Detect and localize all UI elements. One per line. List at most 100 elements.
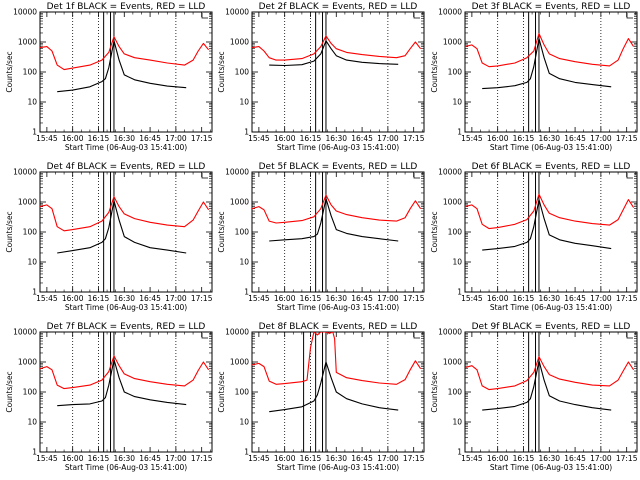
y-tick-label: 100 <box>23 228 38 237</box>
x-tick-label: 16:00 <box>62 454 84 463</box>
corner-mark <box>201 173 208 179</box>
x-tick-label: 16:00 <box>274 294 296 303</box>
panel-6: Det 6f BLACK = Events, RED = LLD 1 10 100 10… <box>430 162 638 312</box>
corner-mark <box>413 13 420 19</box>
x-tick-label: 15:45 <box>461 294 483 303</box>
panel-9: Det 9f BLACK = Events, RED = LLD 1 10 100 10… <box>430 322 638 472</box>
lld-series-line <box>252 194 422 224</box>
y-tick-label: 1 <box>457 128 462 137</box>
lld-series-line <box>40 36 210 71</box>
plot-frame <box>464 171 638 293</box>
y-axis-label: Counts/sec <box>430 371 439 412</box>
x-tick-label: 17:00 <box>590 134 612 143</box>
panel-title: Det 4f BLACK = Events, RED = LLD <box>47 162 206 172</box>
events-series-line <box>269 198 399 242</box>
y-tick-label: 1000 <box>230 38 249 47</box>
y-tick-label: 1 <box>32 288 37 297</box>
plot-frame <box>464 331 638 453</box>
y-tick-label: 10000 <box>13 328 37 337</box>
y-tick-label: 1 <box>244 288 249 297</box>
y-tick-label: 10 <box>27 258 37 267</box>
y-tick-label: 1000 <box>230 358 249 367</box>
panel-7: Det 7f BLACK = Events, RED = LLD 1 10 100 10… <box>5 322 213 472</box>
y-tick-label: 1 <box>32 448 37 457</box>
panel-2: Det 2f BLACK = Events, RED = LLD 1 10 100 10… <box>217 2 425 152</box>
y-tick-label: 1 <box>244 128 249 137</box>
x-tick-label: 17:00 <box>165 454 187 463</box>
events-series-line <box>482 199 612 251</box>
x-tick-label: 16:15 <box>513 454 535 463</box>
x-axis-label: Start Time (06-Aug-03 15:41:00) <box>277 143 399 152</box>
x-tick-label: 15:45 <box>248 294 270 303</box>
x-tick-label: 16:30 <box>325 454 347 463</box>
x-tick-label: 15:45 <box>248 134 270 143</box>
events-series-line <box>57 359 187 407</box>
y-tick-label: 100 <box>235 68 250 77</box>
x-axis-label: Start Time (06-Aug-03 15:41:00) <box>490 143 612 152</box>
y-tick-label: 1 <box>457 448 462 457</box>
y-tick-label: 100 <box>235 228 250 237</box>
lld-series-line <box>40 196 210 232</box>
panel-8: Det 8f BLACK = Events, RED = LLD 1 10 100 10… <box>217 322 425 472</box>
y-tick-label: 1 <box>244 448 249 457</box>
panel-title: Det 8f BLACK = Events, RED = LLD <box>259 322 418 332</box>
plot-data <box>252 12 422 132</box>
y-tick-label: 10 <box>452 418 462 427</box>
x-tick-label: 17:15 <box>191 134 213 143</box>
panel-1: Det 1f BLACK = Events, RED = LLD 1 10 100 10… <box>5 2 213 152</box>
y-tick-label: 1000 <box>443 198 462 207</box>
x-axis-label: Start Time (06-Aug-03 15:41:00) <box>65 303 187 312</box>
x-tick-label: 16:30 <box>538 294 560 303</box>
x-tick-label: 16:45 <box>139 134 161 143</box>
y-axis-label: Counts/sec <box>5 211 14 252</box>
x-tick-label: 15:45 <box>461 134 483 143</box>
lld-series-line <box>465 356 635 391</box>
x-tick-label: 17:00 <box>165 294 187 303</box>
y-tick-label: 10000 <box>438 328 462 337</box>
x-tick-label: 17:00 <box>590 454 612 463</box>
events-series-line <box>57 40 187 93</box>
y-tick-label: 10 <box>27 418 37 427</box>
x-tick-label: 17:00 <box>165 134 187 143</box>
x-tick-label: 16:45 <box>351 134 373 143</box>
x-tick-label: 17:00 <box>377 134 399 143</box>
panel-4: Det 4f BLACK = Events, RED = LLD 1 10 100 10… <box>5 162 213 312</box>
y-axis-label: Counts/sec <box>217 371 226 412</box>
x-tick-label: 15:45 <box>36 134 58 143</box>
panel-title: Det 5f BLACK = Events, RED = LLD <box>259 162 418 172</box>
x-tick-label: 16:00 <box>274 134 296 143</box>
x-tick-label: 16:15 <box>88 454 110 463</box>
x-tick-label: 17:00 <box>590 294 612 303</box>
events-series-line <box>482 360 612 411</box>
x-tick-label: 15:45 <box>36 294 58 303</box>
y-tick-label: 10000 <box>13 168 37 177</box>
x-tick-label: 16:45 <box>351 454 373 463</box>
y-tick-label: 10 <box>239 98 249 107</box>
plot-frame <box>251 11 425 133</box>
plot-frame <box>251 331 425 453</box>
plot-data <box>40 172 210 292</box>
plot-data <box>40 12 210 132</box>
x-tick-label: 17:15 <box>403 294 425 303</box>
y-tick-label: 100 <box>23 388 38 397</box>
y-tick-label: 100 <box>448 228 463 237</box>
panel-3: Det 3f BLACK = Events, RED = LLD 1 10 100 10… <box>430 2 638 152</box>
y-tick-label: 10 <box>27 98 37 107</box>
y-tick-label: 10000 <box>438 168 462 177</box>
plot-data <box>252 332 422 452</box>
panel-title: Det 6f BLACK = Events, RED = LLD <box>472 162 631 172</box>
events-series-line <box>482 38 612 90</box>
plot-data <box>465 12 635 132</box>
x-tick-label: 16:30 <box>325 134 347 143</box>
y-axis-label: Counts/sec <box>217 211 226 252</box>
x-tick-label: 16:30 <box>113 294 135 303</box>
x-tick-label: 17:15 <box>403 454 425 463</box>
x-tick-label: 16:00 <box>487 134 509 143</box>
y-tick-label: 1000 <box>230 198 249 207</box>
y-tick-label: 10 <box>452 98 462 107</box>
x-tick-label: 16:00 <box>487 294 509 303</box>
y-tick-label: 1 <box>32 128 37 137</box>
lld-series-line <box>252 332 422 385</box>
y-tick-label: 10000 <box>225 328 249 337</box>
x-tick-label: 17:15 <box>191 294 213 303</box>
